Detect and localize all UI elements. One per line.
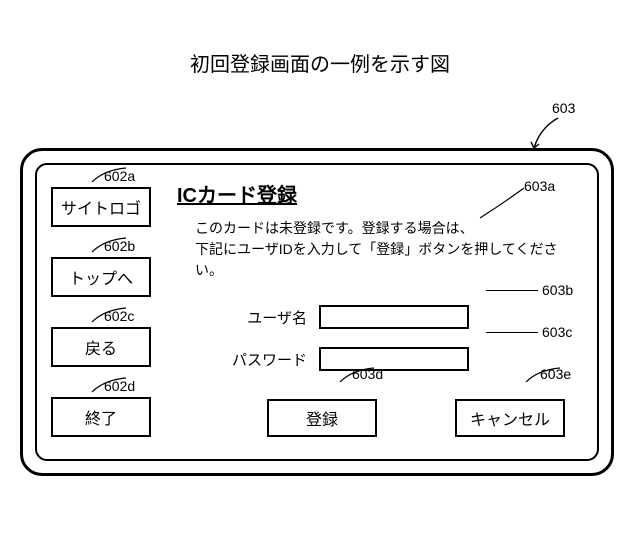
- leader-603b: [486, 290, 538, 291]
- figure-caption: 初回登録画面の一例を示す図: [0, 0, 640, 77]
- desc-line1: このカードは未登録です。登録する場合は、: [195, 220, 474, 236]
- ref-602b: 602b: [104, 238, 135, 254]
- back-button[interactable]: 戻る: [51, 327, 151, 367]
- exit-button[interactable]: 終了: [51, 397, 151, 437]
- site-logo-button[interactable]: サイトロゴ: [51, 187, 151, 227]
- action-row: 登録 キャンセル: [267, 399, 583, 437]
- leader-603c: [486, 332, 538, 333]
- ref-603b: 603b: [542, 282, 573, 298]
- ref-602c: 602c: [104, 308, 134, 324]
- ref-602d: 602d: [104, 378, 135, 394]
- cancel-button[interactable]: キャンセル: [455, 399, 565, 437]
- sidebar: サイトロゴ トップへ 戻る 終了: [51, 187, 161, 467]
- password-label: パスワード: [227, 349, 307, 370]
- register-button[interactable]: 登録: [267, 399, 377, 437]
- ref-602a: 602a: [104, 168, 135, 184]
- username-label: ユーザ名: [227, 307, 307, 328]
- leader-603a: [478, 186, 528, 220]
- ref-603d: 603d: [352, 366, 383, 382]
- username-input[interactable]: [319, 305, 469, 329]
- username-row: ユーザ名: [227, 305, 583, 329]
- ref-603e: 603e: [540, 366, 571, 382]
- desc-line2: 下記にユーザIDを入力して「登録」ボタンを押してください。: [195, 241, 557, 278]
- ref-frame: 603: [552, 100, 575, 116]
- leader-frame: [530, 116, 570, 152]
- top-button[interactable]: トップへ: [51, 257, 151, 297]
- description-text: このカードは未登録です。登録する場合は、 下記にユーザIDを入力して「登録」ボタ…: [195, 218, 583, 281]
- ref-603a: 603a: [524, 178, 555, 194]
- ref-603c: 603c: [542, 324, 572, 340]
